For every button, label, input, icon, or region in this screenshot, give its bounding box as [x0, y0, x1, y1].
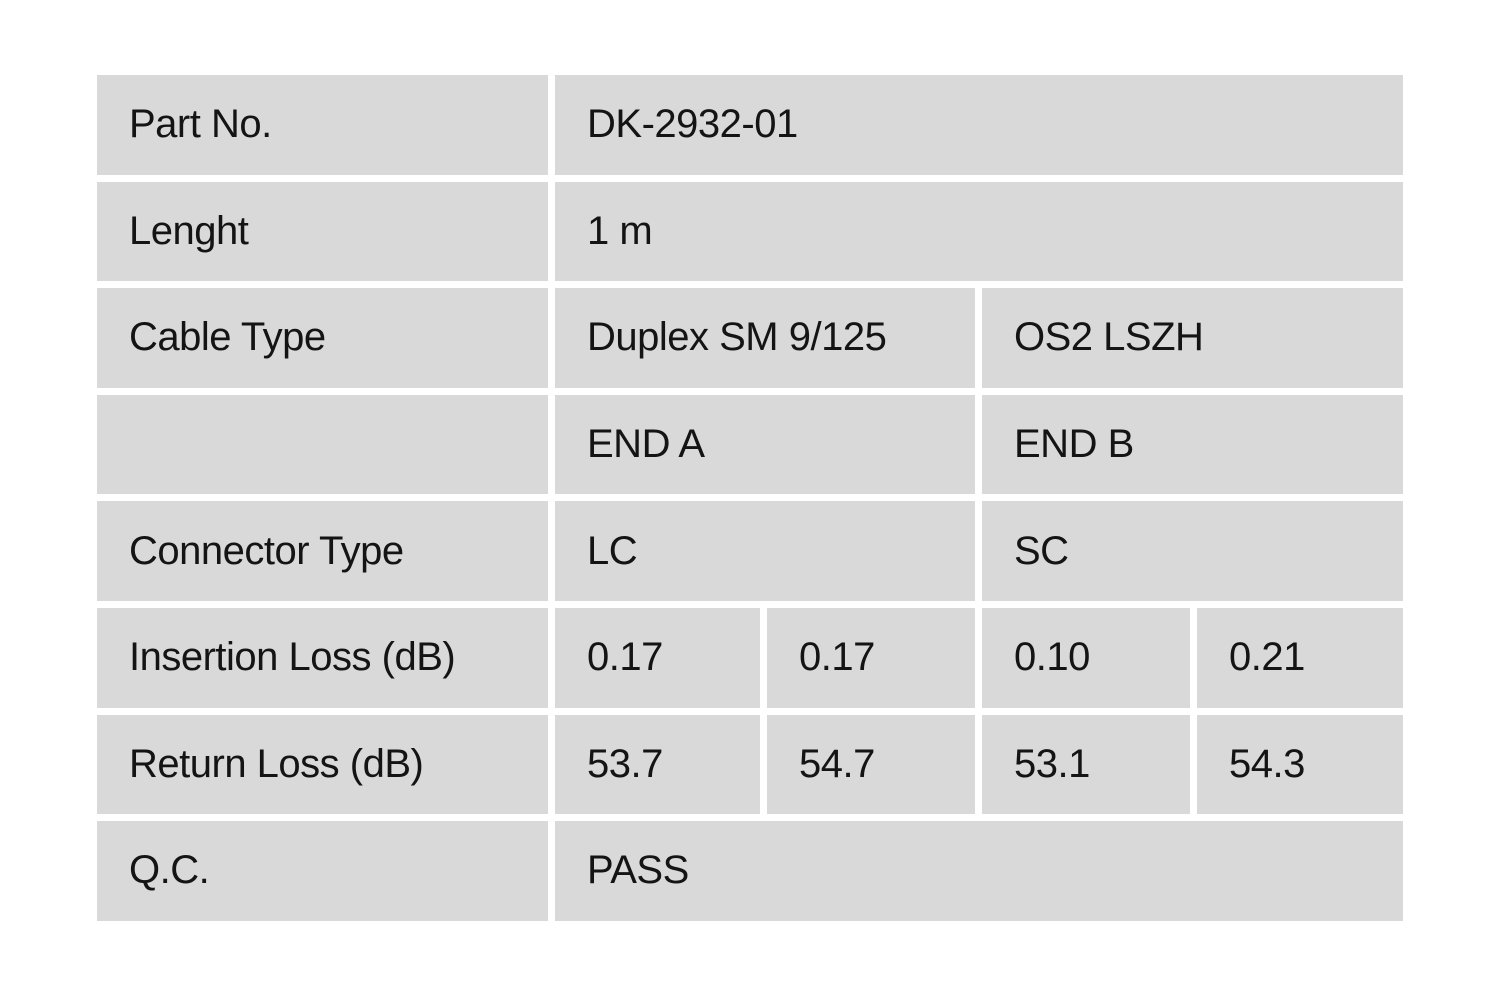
insertion-loss-label: Insertion Loss (dB)	[97, 607, 548, 708]
return-loss-end-a-2: 54.7	[767, 714, 975, 815]
ends-empty-cell	[97, 394, 548, 495]
end-a-header: END A	[555, 394, 975, 495]
qc-label: Q.C.	[97, 821, 548, 921]
connector-type-end-a: LC	[555, 501, 975, 601]
return-loss-end-b-1: 53.1	[982, 714, 1190, 815]
connector-type-end-b: SC	[982, 501, 1403, 601]
insertion-loss-end-a-1: 0.17	[555, 607, 760, 708]
end-b-header: END B	[982, 394, 1403, 495]
insertion-loss-end-b-1: 0.10	[982, 607, 1190, 708]
length-value: 1 m	[555, 181, 1403, 282]
return-loss-label: Return Loss (dB)	[97, 714, 548, 815]
insertion-loss-end-a-2: 0.17	[767, 607, 975, 708]
cable-type-value-left: Duplex SM 9/125	[555, 288, 975, 388]
connector-type-label: Connector Type	[97, 501, 548, 601]
return-loss-end-a-1: 53.7	[555, 714, 760, 815]
qc-value: PASS	[555, 821, 1403, 921]
return-loss-end-b-2: 54.3	[1197, 714, 1403, 815]
length-label: Lenght	[97, 181, 548, 282]
cable-type-label: Cable Type	[97, 288, 548, 388]
part-no-label: Part No.	[97, 75, 548, 175]
part-no-value: DK-2932-01	[555, 75, 1403, 175]
cable-type-value-right: OS2 LSZH	[982, 288, 1403, 388]
insertion-loss-end-b-2: 0.21	[1197, 607, 1403, 708]
cable-spec-table: Part No. DK-2932-01 Lenght 1 m Cable Typ…	[97, 75, 1403, 921]
